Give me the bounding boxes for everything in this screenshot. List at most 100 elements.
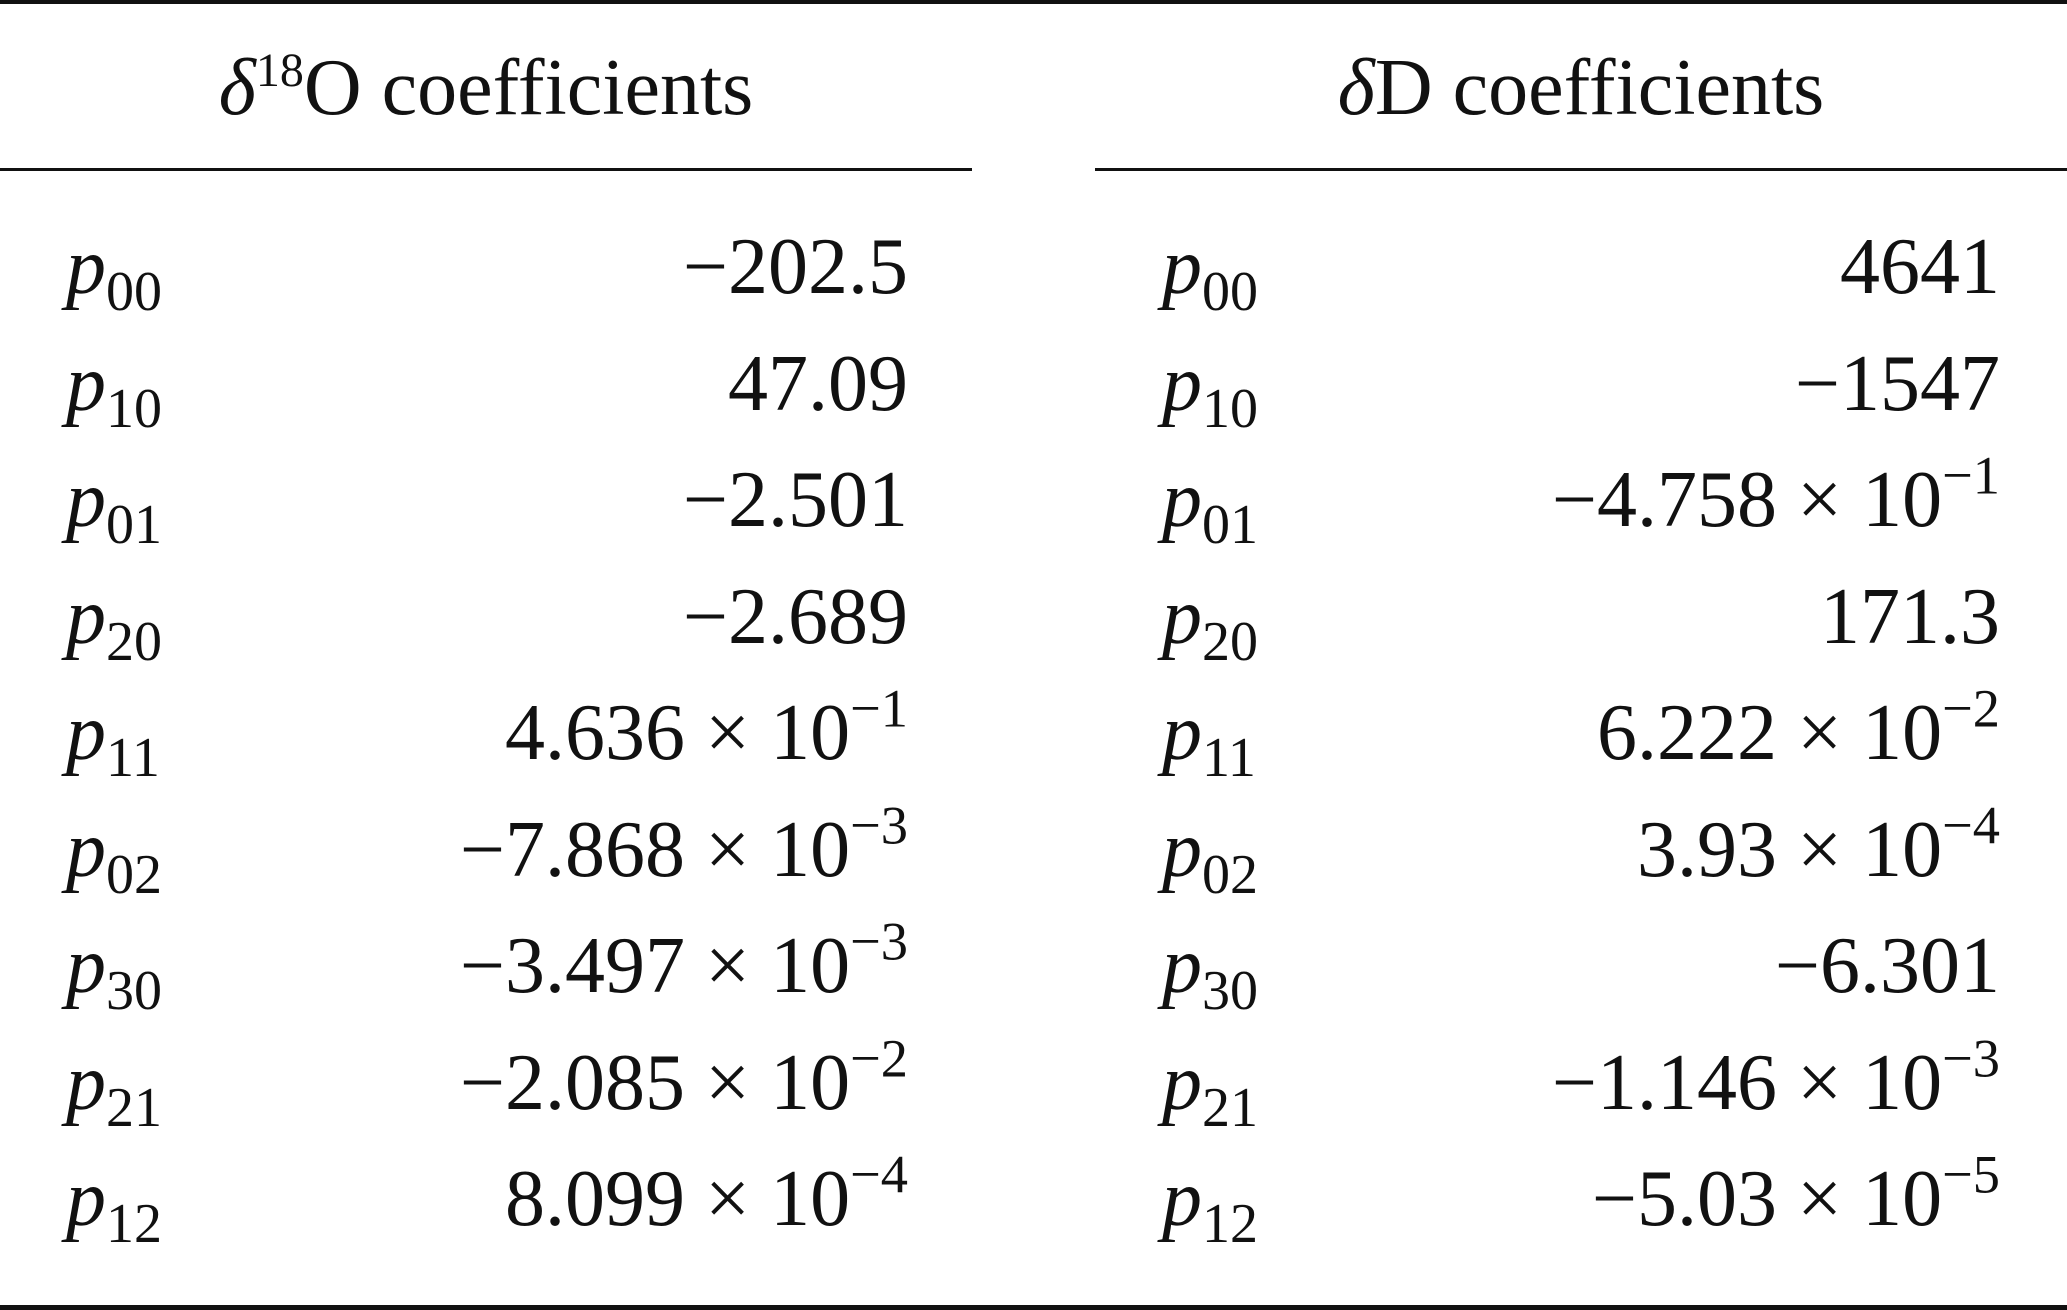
header-isotope-mass: 18 [255, 44, 304, 98]
coefficient-value: −202.5 [683, 212, 908, 322]
coefficient-value: −2.501 [683, 445, 908, 555]
coefficient-value: −5.03 × 10−5 [1592, 1144, 2000, 1254]
table-row: p21 −2.085 × 10−2 [0, 1028, 908, 1138]
coefficient-symbol: p [1162, 922, 1202, 1010]
coefficient-value: 4.636 × 10−1 [505, 678, 908, 788]
table-row: p00 4641 [1162, 212, 2000, 322]
header-text: O coefficients [303, 44, 754, 132]
table-row: p10 −1547 [1162, 329, 2000, 439]
coefficient-symbol: p [66, 223, 106, 311]
table-row: p20 −2.689 [0, 562, 908, 672]
coefficient-symbol: p [1162, 1155, 1202, 1243]
coefficient-label: p21 [1162, 1028, 1258, 1138]
coefficient-label: p10 [1162, 329, 1258, 439]
value-mantissa: 4641 [1840, 223, 2000, 311]
coefficient-label: p02 [66, 795, 162, 905]
header-delta-symbol: δ [218, 44, 256, 132]
value-mantissa: 3.93 × 10 [1637, 805, 1943, 894]
header-delta-symbol: δ [1337, 44, 1375, 132]
value-exponent: −3 [1942, 1027, 2000, 1088]
coefficient-symbol: p [1162, 223, 1202, 311]
header-text: D coefficients [1374, 44, 1825, 132]
coefficient-index: 11 [1202, 726, 1256, 789]
coefficient-symbol: p [1162, 805, 1202, 894]
value-mantissa: 8.099 × 10 [505, 1155, 851, 1243]
coefficient-index: 30 [1202, 959, 1258, 1022]
coefficient-value: −7.868 × 10−3 [460, 795, 908, 905]
coefficient-value: −4.758 × 10−1 [1552, 445, 2000, 555]
coefficient-index: 10 [1202, 377, 1258, 440]
coefficient-label: p02 [1162, 795, 1258, 905]
value-mantissa: 47.09 [728, 339, 908, 428]
value-exponent: −1 [850, 678, 908, 739]
coefficient-index: 30 [106, 959, 162, 1022]
coefficient-index: 00 [1202, 260, 1258, 323]
coefficient-symbol: p [1162, 572, 1202, 661]
value-mantissa: 4.636 × 10 [505, 689, 851, 777]
table-row: p12 −5.03 × 10−5 [1162, 1144, 2000, 1254]
value-mantissa: −2.501 [682, 456, 908, 544]
coefficient-index: 12 [106, 1192, 162, 1255]
value-mantissa: −6.301 [1774, 922, 2000, 1010]
table-bottom-rule [0, 1305, 2067, 1310]
value-mantissa: −1547 [1794, 339, 2000, 428]
coefficient-index: 01 [1202, 493, 1258, 556]
value-exponent: −1 [1942, 445, 2000, 506]
coefficient-symbol: p [66, 922, 106, 1010]
coefficient-label: p10 [66, 329, 162, 439]
coefficient-index: 12 [1202, 1192, 1258, 1255]
coefficient-index: 21 [1202, 1076, 1258, 1139]
table-row: p01 −4.758 × 10−1 [1162, 445, 2000, 555]
coefficient-value: −3.497 × 10−3 [460, 911, 908, 1021]
coefficient-symbol: p [66, 805, 106, 894]
value-mantissa: −1.146 × 10 [1551, 1038, 1943, 1127]
coefficient-label: p30 [66, 911, 162, 1021]
coefficient-index: 20 [1202, 610, 1258, 673]
coefficient-label: p20 [66, 562, 162, 672]
coefficient-symbol: p [1162, 689, 1202, 777]
coefficient-symbol: p [1162, 339, 1202, 428]
table-row: p10 47.09 [0, 329, 908, 439]
coefficient-value: 6.222 × 10−2 [1597, 678, 2000, 788]
coefficient-value: 47.09 [728, 329, 908, 439]
coefficient-symbol: p [1162, 1038, 1202, 1127]
coefficient-label: p00 [66, 212, 162, 322]
coefficient-value: 4641 [1840, 212, 2000, 322]
header-o18-coefficients: δ18O coefficients [0, 38, 972, 138]
coefficient-value: −2.689 [683, 562, 908, 672]
header-rule-left [0, 168, 972, 171]
coefficient-label: p21 [66, 1028, 162, 1138]
coefficient-label: p30 [1162, 911, 1258, 1021]
table-row: p30 −6.301 [1162, 911, 2000, 1021]
coefficient-label: p20 [1162, 562, 1258, 672]
coefficient-index: 01 [106, 493, 162, 556]
table-row: p01 −2.501 [0, 445, 908, 555]
coefficient-value: −1.146 × 10−3 [1552, 1028, 2000, 1138]
coefficient-symbol: p [66, 456, 106, 544]
coefficient-index: 00 [106, 260, 162, 323]
table-row: p12 8.099 × 10−4 [0, 1144, 908, 1254]
coefficient-label: p12 [66, 1144, 162, 1254]
coefficient-symbol: p [1162, 456, 1202, 544]
table-row: p20 171.3 [1162, 562, 2000, 672]
value-exponent: −2 [1942, 678, 2000, 739]
value-mantissa: 6.222 × 10 [1597, 689, 1943, 777]
coefficient-value: 3.93 × 10−4 [1637, 795, 2000, 905]
coefficient-symbol: p [66, 1155, 106, 1243]
coefficient-label: p01 [66, 445, 162, 555]
coefficient-label: p00 [1162, 212, 1258, 322]
table-row: p11 6.222 × 10−2 [1162, 678, 2000, 788]
header-d-coefficients: δD coefficients [1095, 38, 2067, 138]
table-row: p00 −202.5 [0, 212, 908, 322]
value-mantissa: −7.868 × 10 [459, 805, 851, 894]
coefficient-index: 02 [1202, 843, 1258, 906]
coefficient-symbol: p [66, 339, 106, 428]
value-exponent: −4 [1942, 794, 2000, 855]
coefficient-value: 171.3 [1820, 562, 2000, 672]
table-top-rule [0, 0, 2067, 4]
coefficient-index: 10 [106, 377, 162, 440]
value-mantissa: −5.03 × 10 [1591, 1155, 1943, 1243]
table-row: p11 4.636 × 10−1 [0, 678, 908, 788]
coefficient-index: 11 [106, 726, 160, 789]
value-mantissa: 171.3 [1820, 572, 2000, 661]
